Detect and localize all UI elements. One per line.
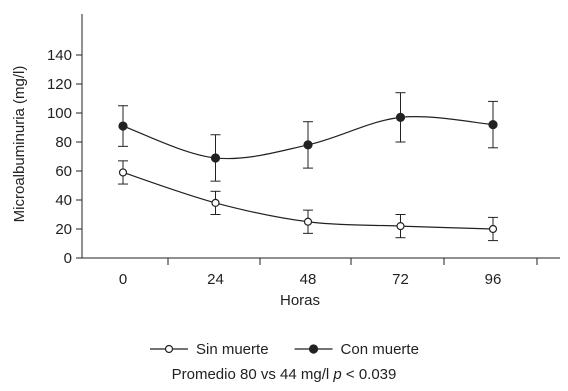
- legend: Sin muerte Con muerte: [150, 341, 419, 358]
- y-tick-label: 40: [55, 192, 72, 209]
- data-point-con-muerte: [303, 140, 313, 150]
- legend-marker-con-muerte: [308, 344, 319, 354]
- data-point-con-muerte: [488, 119, 498, 130]
- y-tick-label: 20: [55, 221, 72, 238]
- x-tick-label: 0: [119, 271, 127, 288]
- data-point-sin-muerte: [118, 168, 128, 177]
- x-tick-label: 72: [392, 271, 409, 288]
- legend-marker-sin-muerte: [164, 344, 174, 354]
- annotation-p: p: [333, 366, 342, 383]
- y-tick-label: 60: [55, 163, 72, 180]
- x-tick-label: 24: [207, 271, 224, 288]
- y-tick-label: 140: [47, 47, 72, 64]
- legend-label-sin-muerte: Sin muerte: [196, 341, 269, 358]
- axes: 0 20 40 60 80 100 120 140 0 24 48 72 96 Horas Microalb…: [11, 14, 560, 309]
- x-tick-label: 48: [300, 271, 317, 288]
- chart-annotation: Promedio 80 vs 44 mg/l p < 0.039: [0, 366, 568, 383]
- data-point-sin-muerte: [303, 217, 313, 226]
- x-axis-label: Horas: [280, 292, 320, 309]
- data-point-con-muerte: [210, 153, 221, 163]
- annotation-prefix: Promedio 80 vs 44 mg/l: [171, 366, 334, 383]
- y-tick-label: 0: [64, 250, 72, 267]
- annotation-suffix: < 0.039: [341, 366, 397, 383]
- data-point-sin-muerte: [488, 224, 498, 234]
- data-point-sin-muerte: [396, 222, 405, 231]
- y-tick-label: 80: [55, 134, 72, 151]
- data-point-con-muerte: [118, 121, 128, 131]
- x-tick-label: 96: [485, 271, 502, 288]
- data-point-con-muerte: [395, 112, 406, 122]
- y-tick-label: 120: [47, 76, 72, 93]
- data-point-sin-muerte: [211, 198, 220, 207]
- legend-label-con-muerte: Con muerte: [341, 341, 419, 358]
- plot-area: [118, 92, 498, 242]
- y-tick-label: 100: [47, 105, 72, 122]
- y-axis-label: Microalbuminuria (mg/l): [11, 66, 28, 223]
